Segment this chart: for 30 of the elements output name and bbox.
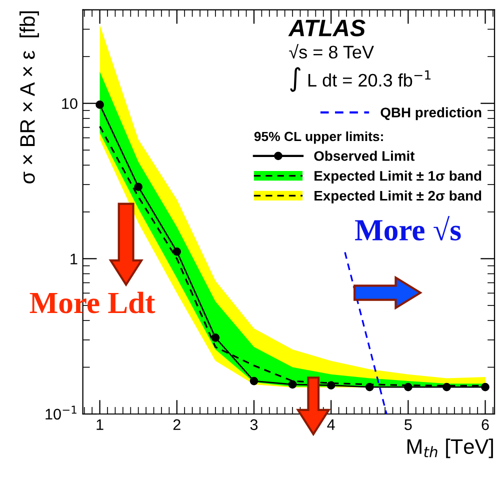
point [404,382,412,392]
point [96,100,104,109]
annotation: ATLAS [288,20,366,36]
x-tick-label: 1 [96,419,104,430]
y-tick-label: 10 [62,98,78,110]
point [326,381,336,390]
legend-label: Expected Limit ± 2σ band [314,190,482,204]
annotation: √s = 8 TeV [289,44,374,59]
y-tick-label: 10$^{−1}$ [46,406,76,420]
annotation: ∫ L dt = 20.3 fb$^{−1}$ [290,67,431,92]
point [442,382,451,392]
point [481,382,490,392]
annotation: More √s [355,216,461,241]
point [134,182,143,192]
point [211,334,220,342]
legend-title: 95% CL upper limits: [254,131,383,144]
point [250,376,258,386]
y-tick-label: 1 [70,254,78,264]
x-tick-label: 6 [482,419,489,430]
legend-label: Observed Limit [314,150,415,161]
x-tick-label: 5 [404,419,412,430]
legend-label: Expected Limit ± 1σ band [314,170,482,184]
point [288,380,297,389]
x-tick-label: 4 [327,419,335,430]
legend-label: QBH prediction [380,107,482,120]
y-axis-title: σ × BR × A × ε [fb] [20,11,39,184]
point [172,247,182,256]
x-tick-label: 2 [173,419,180,430]
x-axis-title: M$_{th}$ [TeV] [407,438,493,458]
x-tick-label: 3 [250,419,258,430]
